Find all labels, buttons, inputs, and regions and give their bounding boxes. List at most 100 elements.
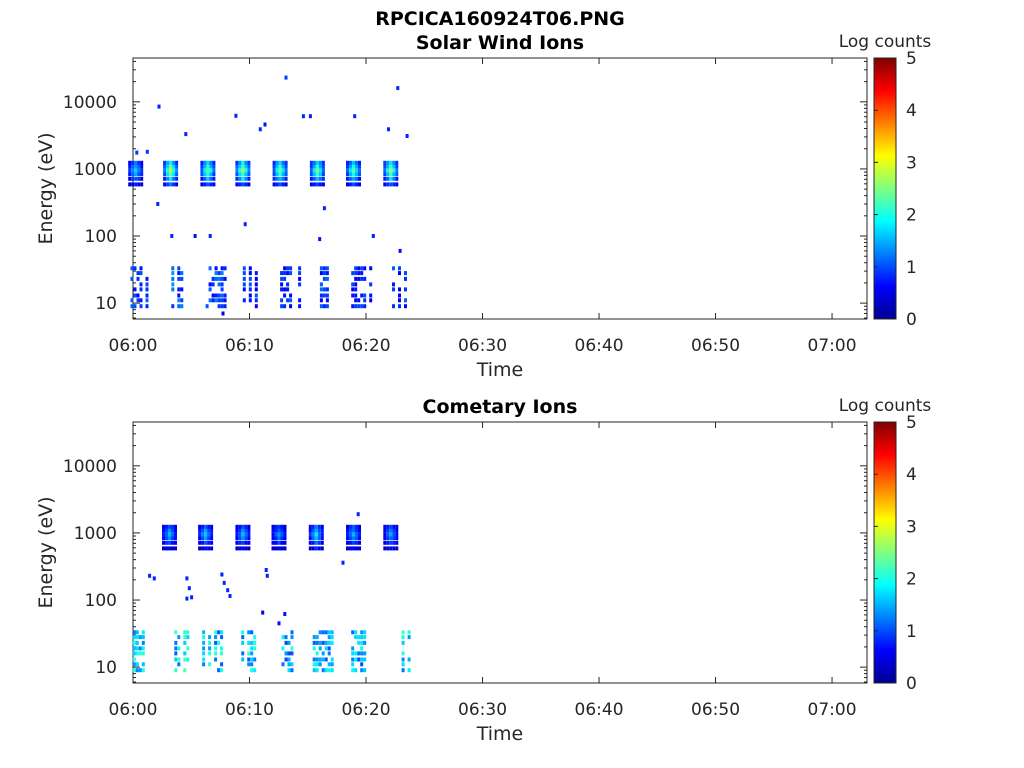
low-energy-cell [132,635,136,640]
burst-cell [169,172,173,177]
burst-cell [277,546,281,551]
low-energy-cell [202,662,206,667]
low-energy-cell [211,298,215,303]
low-energy-cell [220,662,224,667]
sparse-cell [157,104,161,109]
low-energy-cell [363,304,367,309]
low-energy-cell [254,293,258,298]
burst-cell [210,540,214,545]
burst-cell [271,528,275,533]
burst-cell [210,528,214,533]
low-energy-cell [360,640,364,645]
burst-cell [271,536,275,541]
low-energy-cell [139,287,143,292]
low-energy-cell [322,266,326,271]
burst-cell [311,524,315,529]
burst-cell [134,164,138,169]
burst-cell [392,546,396,551]
burst-cell [395,172,399,177]
burst-cell [166,176,170,181]
sparse-cell [152,576,156,581]
burst-cell [212,182,216,187]
burst-cell [201,540,205,545]
low-energy-cell [139,271,143,276]
burst-cell [274,536,278,541]
burst-cell [238,528,242,533]
burst-cell [352,176,355,181]
low-energy-cell [141,635,145,640]
low-energy-cell [171,271,175,276]
low-energy-cell [357,271,361,276]
low-energy-cell [312,657,316,662]
burst-cell [389,164,393,169]
burst-cell [241,168,245,173]
burst-cell [201,536,205,541]
burst-cell [352,540,355,545]
burst-cell [383,536,387,541]
sparse-cell [301,114,305,119]
burst-cell [277,532,281,537]
burst-cell [200,176,204,181]
burst-cell [272,176,276,181]
burst-cell [128,182,132,187]
low-energy-cell [363,298,367,303]
low-energy-cell [220,282,224,287]
colorbar-label: Log counts [839,396,932,416]
low-energy-cell [284,651,288,656]
burst-cell [206,160,210,165]
low-energy-cell [132,668,136,673]
burst-cell [358,536,361,541]
low-energy-cell [183,635,187,640]
burst-cell [206,164,210,169]
burst-cell [210,546,214,551]
low-energy-cell [290,651,294,656]
burst-cell [198,528,202,533]
burst-cell [244,532,248,537]
burst-cell [383,168,387,173]
burst-cell [346,528,349,533]
low-energy-cell [141,640,145,645]
low-energy-cell [135,646,139,651]
burst-cell [318,182,322,187]
low-energy-cell [354,276,358,281]
burst-cell [241,536,245,541]
low-energy-cell [312,646,316,651]
burst-cell [272,160,276,165]
sparse-cell [156,202,160,206]
low-energy-cell [351,304,355,309]
burst-cell [247,524,251,529]
burst-cell [349,536,352,541]
burst-cell [317,524,321,529]
low-energy-cell [322,271,326,276]
burst-cell [235,172,239,177]
low-energy-cell [404,271,407,276]
low-energy-cell [407,668,411,673]
low-energy-cell [250,646,254,651]
low-energy-cell [139,304,143,309]
low-energy-cell [392,282,395,287]
burst-cell [389,524,393,529]
burst-cell [244,546,248,551]
low-energy-cell [315,651,319,656]
sparse-cell [226,588,230,593]
low-energy-cell [177,276,181,281]
colorbar-tick-label: 4 [906,465,917,485]
low-energy-cell [315,635,319,640]
low-energy-cell [360,668,364,673]
low-energy-cell [354,651,358,656]
burst-cell [352,528,355,533]
burst-cell [355,546,358,551]
burst-cell [275,168,279,173]
low-energy-cell [312,640,316,645]
burst-cell [358,168,361,173]
low-energy-cell [248,282,252,287]
burst-cell [244,164,248,169]
burst-cell [395,160,399,165]
panel-title: Solar Wind Ions [416,32,584,54]
burst-cell [235,540,239,545]
low-energy-cell [139,266,143,271]
low-energy-cell [135,640,139,645]
sparse-cell [184,132,188,137]
